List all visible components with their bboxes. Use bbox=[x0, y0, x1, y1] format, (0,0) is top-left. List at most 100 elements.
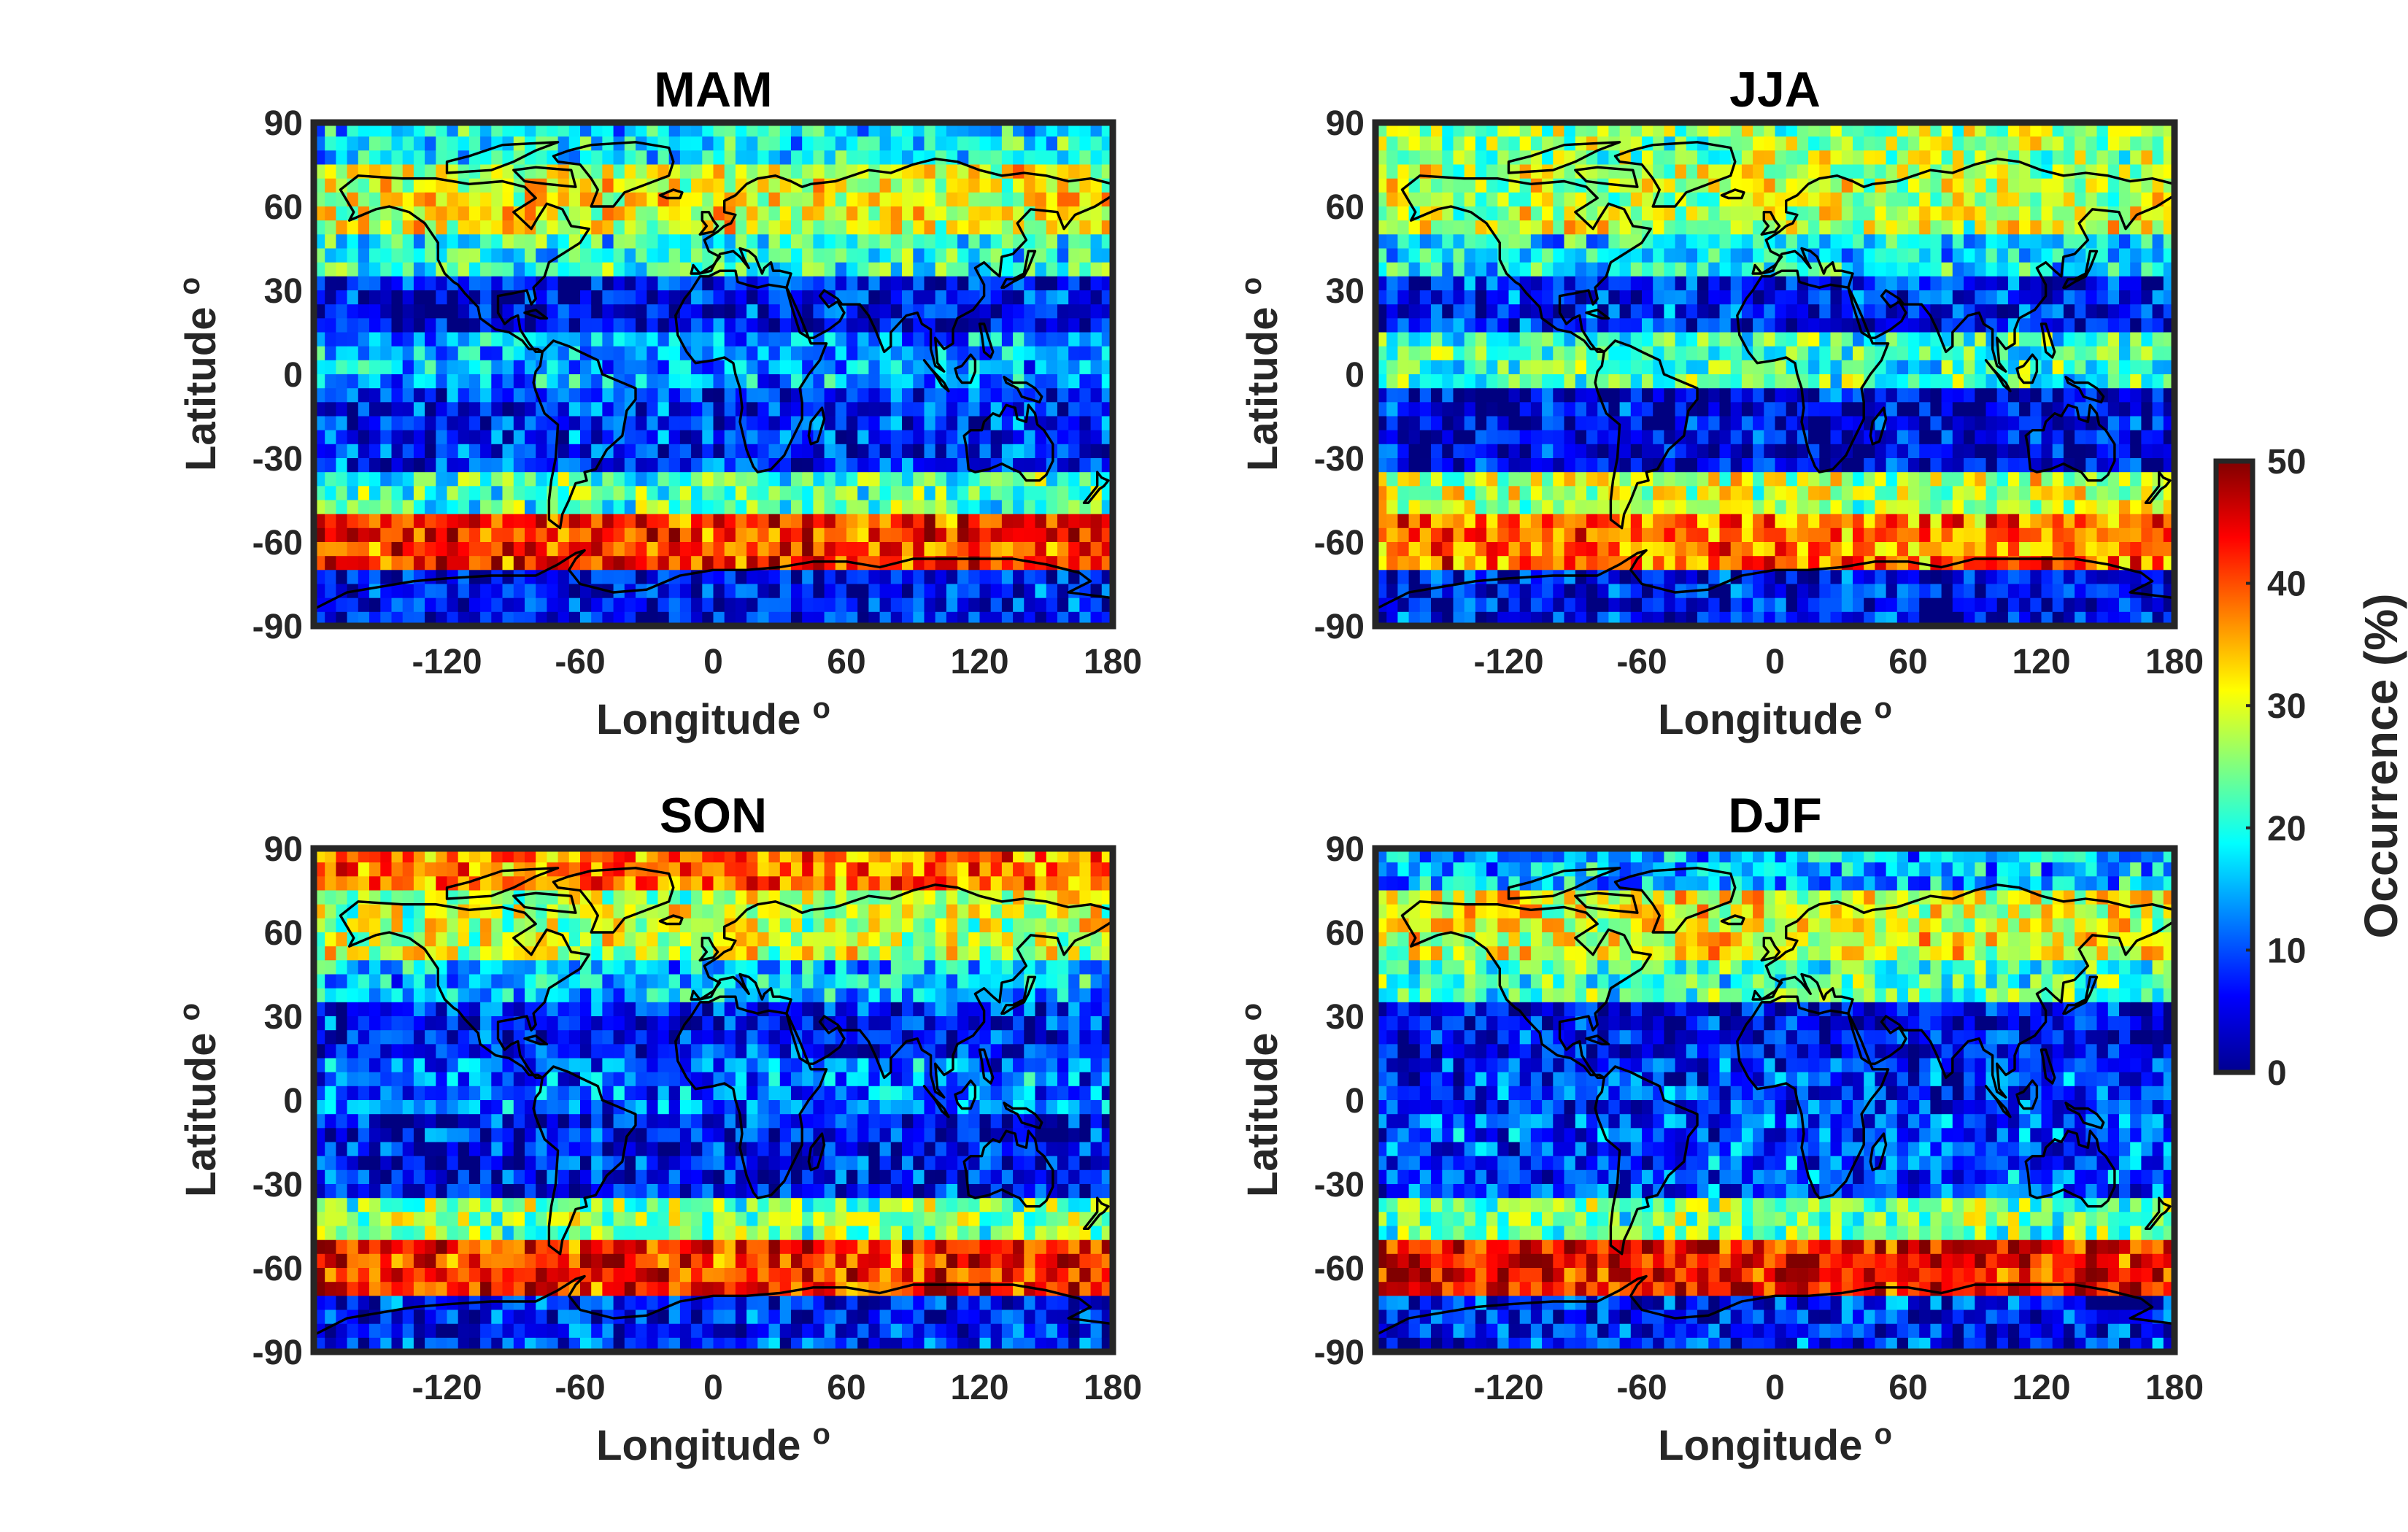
heatmap-cell bbox=[1542, 388, 1554, 403]
heatmap-cell bbox=[1675, 178, 1687, 193]
heatmap-cell bbox=[791, 332, 803, 347]
heatmap-cell bbox=[713, 584, 725, 599]
heatmap-cell bbox=[1841, 318, 1853, 333]
heatmap-cell bbox=[402, 444, 414, 459]
heatmap-cell bbox=[2085, 597, 2098, 613]
heatmap-cell bbox=[724, 304, 736, 319]
heatmap-cell bbox=[846, 123, 858, 137]
heatmap-cell bbox=[1986, 402, 1998, 417]
heatmap-cell bbox=[1975, 527, 1987, 543]
heatmap-cell bbox=[1886, 444, 1898, 459]
heatmap-cell bbox=[913, 597, 925, 613]
heatmap-cell bbox=[1875, 150, 1887, 166]
heatmap-cell bbox=[1675, 220, 1687, 235]
heatmap-cell bbox=[647, 234, 659, 249]
heatmap-cell bbox=[591, 597, 603, 613]
heatmap-cell bbox=[380, 486, 393, 501]
heatmap-cell bbox=[458, 374, 470, 389]
heatmap-cell bbox=[1930, 486, 1942, 501]
heatmap-cell bbox=[1996, 597, 2009, 613]
heatmap-cell bbox=[458, 206, 470, 221]
heatmap-cell bbox=[2096, 234, 2109, 249]
heatmap-cell bbox=[746, 136, 758, 151]
heatmap-cell bbox=[1431, 136, 1443, 151]
heatmap-cell bbox=[1808, 360, 1820, 375]
heatmap-cell bbox=[702, 430, 714, 445]
heatmap-cell bbox=[436, 374, 448, 389]
heatmap-cell bbox=[1001, 234, 1014, 249]
heatmap-cell bbox=[1753, 430, 1764, 445]
heatmap-cell bbox=[2041, 402, 2053, 417]
heatmap-cell bbox=[1408, 444, 1421, 459]
heatmap-cell bbox=[536, 150, 548, 166]
heatmap-cell bbox=[768, 318, 781, 333]
heatmap-cell bbox=[1464, 290, 1476, 305]
heatmap-cell bbox=[536, 360, 548, 375]
heatmap-cell bbox=[2041, 374, 2053, 389]
heatmap-cell bbox=[325, 234, 337, 249]
heatmap-cell bbox=[1419, 402, 1432, 417]
heatmap-cell bbox=[1808, 584, 1820, 599]
heatmap-cell bbox=[1386, 416, 1399, 431]
heatmap-cell bbox=[568, 123, 581, 137]
heatmap-cell bbox=[1664, 276, 1676, 291]
heatmap-cell bbox=[436, 584, 448, 599]
heatmap-cell bbox=[1508, 472, 1521, 487]
heatmap-cell bbox=[679, 248, 692, 263]
heatmap-cell bbox=[746, 416, 758, 431]
heatmap-cell bbox=[591, 486, 603, 501]
heatmap-cell bbox=[879, 584, 892, 599]
heatmap-cell bbox=[547, 304, 559, 319]
heatmap-cell bbox=[835, 388, 847, 403]
heatmap-cell bbox=[1908, 486, 1920, 501]
heatmap-cell bbox=[1386, 178, 1399, 193]
heatmap-cell bbox=[1057, 276, 1069, 291]
heatmap-cell bbox=[1708, 374, 1721, 389]
heatmap-cell bbox=[691, 178, 703, 193]
heatmap-cell bbox=[1864, 290, 1876, 305]
heatmap-cell bbox=[1664, 304, 1676, 319]
heatmap-cell bbox=[458, 416, 470, 431]
heatmap-cell bbox=[1753, 388, 1764, 403]
heatmap-cell bbox=[1486, 374, 1498, 389]
heatmap-cell bbox=[724, 556, 736, 570]
heatmap-cell bbox=[325, 527, 337, 543]
heatmap-cell bbox=[613, 570, 625, 585]
heatmap-cell bbox=[913, 346, 925, 361]
heatmap-cell bbox=[913, 444, 925, 459]
heatmap-cell bbox=[1664, 486, 1676, 501]
heatmap-cell bbox=[525, 514, 536, 529]
heatmap-cell bbox=[1497, 374, 1510, 389]
heatmap-cell bbox=[1697, 486, 1709, 501]
heatmap-cell bbox=[1001, 304, 1014, 319]
heatmap-cell bbox=[1046, 597, 1058, 613]
heatmap-cell bbox=[1486, 206, 1498, 221]
heatmap-cell bbox=[624, 444, 636, 459]
heatmap-cell bbox=[957, 458, 969, 473]
heatmap-cell bbox=[791, 514, 803, 529]
heatmap-cell bbox=[1653, 150, 1665, 166]
heatmap-cell bbox=[1079, 472, 1092, 487]
heatmap-cell bbox=[1619, 276, 1632, 291]
heatmap-cell bbox=[2052, 276, 2064, 291]
heatmap-cell bbox=[2041, 486, 2053, 501]
heatmap-cell bbox=[935, 472, 947, 487]
heatmap-cell bbox=[1941, 584, 1953, 599]
heatmap-cell bbox=[735, 542, 747, 557]
heatmap-cell bbox=[480, 597, 492, 613]
heatmap-cell bbox=[768, 346, 781, 361]
heatmap-cell bbox=[835, 220, 847, 235]
heatmap-cell bbox=[1664, 597, 1676, 613]
heatmap-cell bbox=[602, 360, 614, 375]
heatmap-cell bbox=[1908, 430, 1920, 445]
heatmap-cell bbox=[613, 150, 625, 166]
heatmap-cell bbox=[557, 430, 570, 445]
heatmap-cell bbox=[868, 360, 881, 375]
heatmap-cell bbox=[447, 444, 459, 459]
heatmap-cell bbox=[557, 318, 570, 333]
heatmap-cell bbox=[1686, 248, 1698, 263]
heatmap-cell bbox=[525, 556, 536, 570]
heatmap-cell bbox=[1464, 584, 1476, 599]
heatmap-cell bbox=[1497, 584, 1510, 599]
heatmap-cell bbox=[990, 304, 1003, 319]
